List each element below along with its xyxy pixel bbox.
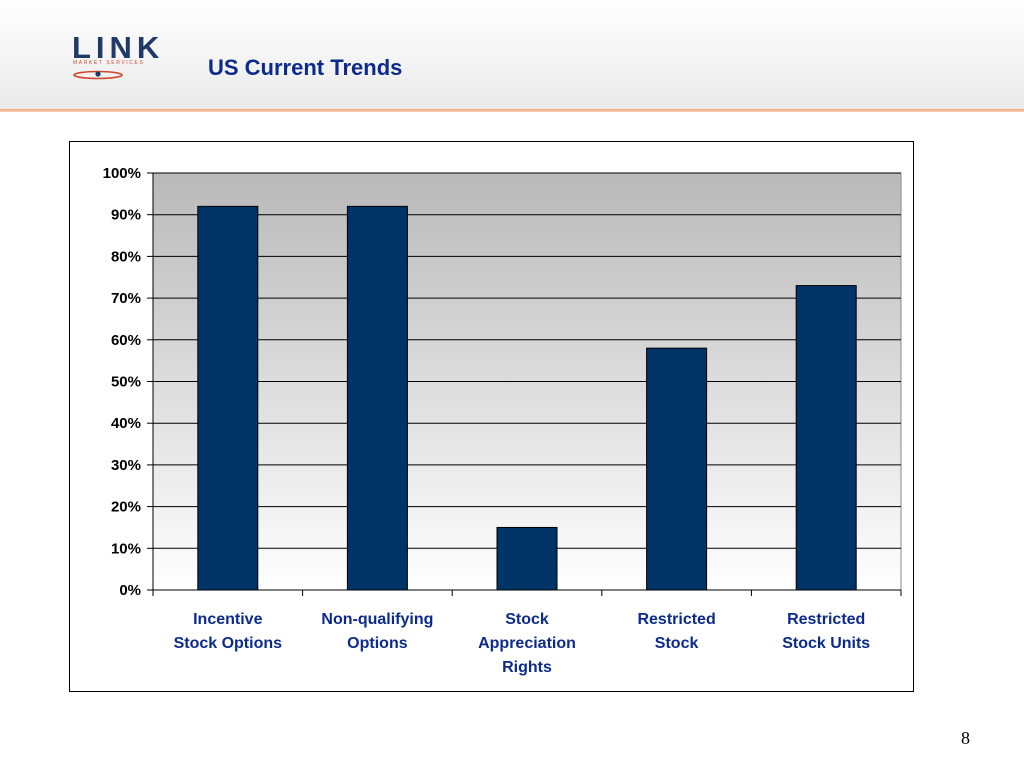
y-tick-label: 90% <box>111 207 141 224</box>
header-divider <box>0 109 1024 112</box>
y-tick-label: 40% <box>111 415 141 432</box>
x-tick-label: Incentive Stock Options <box>174 611 283 652</box>
bar <box>346 205 408 591</box>
x-tick-label: Non-qualifying Options <box>321 611 433 652</box>
y-tick-label: 60% <box>111 332 141 349</box>
bar <box>197 205 259 591</box>
bars <box>197 205 857 591</box>
bar-chart: 0% 10% 20% 30% 40% 50% 60% 70% 80% 90% 100% Incent… <box>103 165 902 676</box>
y-tick-label: 30% <box>111 457 141 474</box>
y-tick-label: 50% <box>111 374 141 391</box>
y-tick-label: 10% <box>111 540 141 557</box>
x-tick-label: Restricted Stock Units <box>782 611 870 652</box>
logo-tagline: MARKET SERVICES <box>73 60 145 66</box>
axes <box>147 172 902 596</box>
y-tick-label: 20% <box>111 499 141 516</box>
bar <box>496 526 558 591</box>
chart-frame: 0% 10% 20% 30% 40% 50% 60% 70% 80% 90% 100% Incent… <box>69 141 914 692</box>
logo-wordmark: LINK <box>72 30 165 65</box>
bar <box>795 285 857 591</box>
y-tick-label: 100% <box>103 165 141 182</box>
x-tick-labels: Incentive Stock Options Non-qualifying Opti… <box>174 611 871 676</box>
page-number: 8 <box>961 728 970 748</box>
bar <box>646 347 708 591</box>
y-tick-labels: 0% 10% 20% 30% 40% 50% 60% 70% 80% 90% 100% <box>103 165 141 599</box>
link-logo: LINK MARKET SERVICES <box>70 30 165 90</box>
slide-header <box>0 0 1024 110</box>
x-tick-label: Restricted Stock <box>637 611 715 652</box>
logo-ripple-icon <box>73 70 123 80</box>
y-tick-label: 80% <box>111 248 141 265</box>
slide-title: US Current Trends <box>208 55 403 80</box>
x-tick-label: Stock Appreciation Rights <box>478 611 576 676</box>
y-tick-label: 0% <box>119 582 141 599</box>
y-tick-label: 70% <box>111 290 141 307</box>
